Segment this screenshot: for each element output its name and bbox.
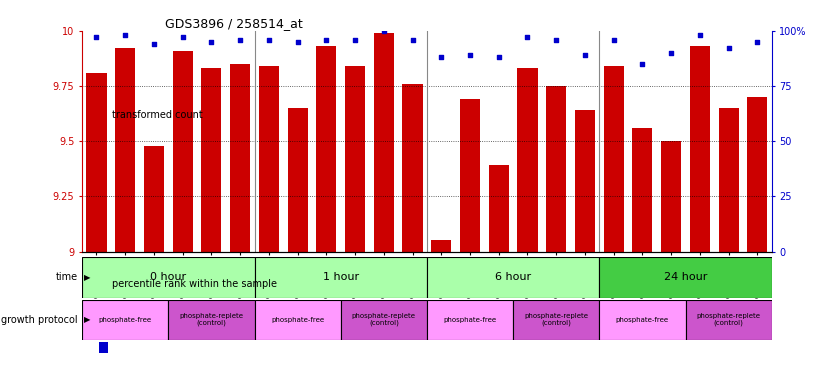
Bar — [115, 48, 135, 252]
Bar — [599, 257, 772, 298]
Point — [550, 36, 563, 43]
Point — [177, 34, 190, 40]
Bar — [168, 300, 255, 340]
Point — [722, 45, 736, 51]
Bar — [259, 66, 279, 252]
Bar — [255, 300, 341, 340]
Bar — [718, 108, 739, 252]
Bar — [599, 300, 686, 340]
Bar — [341, 300, 427, 340]
Bar — [427, 300, 513, 340]
Point — [493, 54, 506, 60]
Bar — [82, 257, 255, 298]
Point — [578, 52, 591, 58]
Bar — [172, 51, 193, 252]
Bar — [460, 99, 480, 252]
Point — [665, 50, 678, 56]
Bar — [86, 73, 107, 252]
Point — [349, 36, 362, 43]
Bar — [82, 300, 168, 340]
Bar — [513, 300, 599, 340]
Point — [464, 52, 477, 58]
Text: phosphate-replete
(control): phosphate-replete (control) — [180, 313, 243, 326]
Text: percentile rank within the sample: percentile rank within the sample — [112, 279, 277, 289]
Bar — [747, 97, 768, 252]
Text: phosphate-replete
(control): phosphate-replete (control) — [352, 313, 415, 326]
Bar — [546, 86, 566, 252]
Bar — [517, 68, 538, 252]
Text: phosphate-replete
(control): phosphate-replete (control) — [697, 313, 760, 326]
Bar — [99, 219, 108, 353]
Bar — [632, 128, 653, 252]
Text: time: time — [56, 272, 78, 283]
Point — [234, 36, 247, 43]
Bar — [603, 66, 624, 252]
Bar — [488, 166, 509, 252]
Bar — [144, 146, 164, 252]
Text: 0 hour: 0 hour — [150, 272, 186, 283]
Text: phosphate-free: phosphate-free — [271, 317, 324, 323]
Text: phosphate-free: phosphate-free — [616, 317, 669, 323]
Text: phosphate-replete
(control): phosphate-replete (control) — [525, 313, 588, 326]
Point — [119, 32, 132, 38]
Bar — [690, 46, 710, 252]
Point — [521, 34, 534, 40]
Bar — [345, 66, 365, 252]
Text: phosphate-free: phosphate-free — [443, 317, 497, 323]
Point — [148, 41, 161, 47]
Bar — [661, 141, 681, 252]
Point — [694, 32, 707, 38]
Point — [205, 39, 218, 45]
Text: ▶: ▶ — [84, 273, 90, 282]
Bar — [201, 68, 222, 252]
Point — [435, 54, 448, 60]
Point — [320, 36, 333, 43]
Text: ▶: ▶ — [84, 315, 90, 324]
Bar — [427, 257, 599, 298]
Bar — [575, 110, 595, 252]
Point — [607, 36, 621, 43]
Bar — [402, 84, 423, 252]
Bar — [316, 46, 337, 252]
Bar — [374, 33, 394, 252]
Text: GDS3896 / 258514_at: GDS3896 / 258514_at — [165, 17, 303, 30]
Text: transformed count: transformed count — [112, 110, 203, 120]
Text: growth protocol: growth protocol — [2, 314, 78, 325]
Point — [406, 36, 420, 43]
Bar — [686, 300, 772, 340]
Text: 1 hour: 1 hour — [323, 272, 359, 283]
Point — [263, 36, 276, 43]
Point — [291, 39, 305, 45]
Bar — [99, 50, 108, 184]
Bar — [287, 108, 308, 252]
Bar — [255, 257, 427, 298]
Text: 24 hour: 24 hour — [664, 272, 707, 283]
Point — [751, 39, 764, 45]
Point — [90, 34, 103, 40]
Point — [378, 28, 391, 34]
Point — [636, 61, 649, 67]
Text: phosphate-free: phosphate-free — [99, 317, 152, 323]
Bar — [230, 64, 250, 252]
Text: 6 hour: 6 hour — [495, 272, 531, 283]
Bar — [431, 240, 452, 252]
